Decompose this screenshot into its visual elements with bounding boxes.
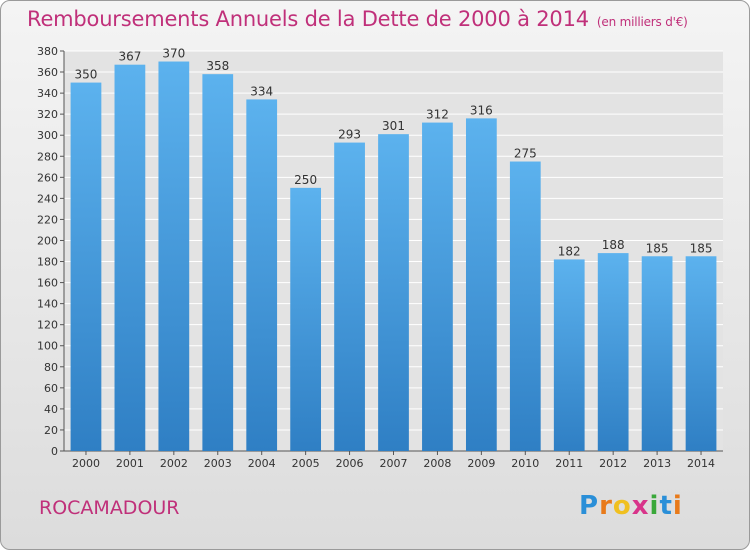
x-tick-label: 2010 [511,457,539,470]
y-tick-label: 340 [37,87,58,100]
bar-2000 [70,82,102,451]
x-tick-label: 2011 [555,457,583,470]
chart-title-text: Remboursements Annuels de la Dette de 20… [27,7,589,31]
x-tick-label: 2005 [292,457,320,470]
bar-value-label: 275 [514,147,537,161]
logo-letter: r [599,491,613,521]
y-tick-label: 200 [37,234,58,247]
bar-value-label: 182 [558,244,581,258]
bar-value-label: 185 [690,241,713,255]
bar-value-label: 334 [250,84,273,98]
bar-2014 [685,256,717,451]
y-tick-label: 320 [37,108,58,121]
x-tick-label: 2008 [423,457,451,470]
x-tick-label: 2006 [336,457,364,470]
place-name: ROCAMADOUR [39,497,180,519]
bar-value-label: 188 [602,238,625,252]
bar-2002 [158,61,190,452]
x-tick-label: 2007 [380,457,408,470]
y-tick-label: 380 [37,45,58,58]
y-tick-label: 260 [37,171,58,184]
y-tick-label: 140 [37,298,58,311]
x-tick-label: 2009 [467,457,495,470]
y-tick-label: 240 [37,192,58,205]
proxiti-logo: Proxiti [579,491,683,521]
y-tick-label: 160 [37,277,58,290]
logo-letter: i [649,491,660,521]
bar-value-label: 293 [338,128,361,142]
x-tick-label: 2003 [204,457,232,470]
bar-value-label: 301 [382,119,405,133]
bar-value-label: 367 [118,50,141,64]
logo-letter: t [659,491,673,521]
y-tick-label: 280 [37,150,58,163]
bar-2011 [553,259,585,451]
y-tick-label: 360 [37,66,58,79]
bar-2004 [246,99,278,451]
bar-2008 [422,122,453,451]
x-tick-label: 2001 [116,457,144,470]
bar-2010 [509,161,541,452]
y-tick-label: 40 [44,403,58,416]
bar-2005 [290,187,322,451]
y-tick-label: 20 [44,424,58,437]
chart-subtitle: (en milliers d'€) [596,15,688,29]
logo-letter: o [612,491,632,521]
x-tick-label: 2002 [160,457,188,470]
y-tick-label: 180 [37,256,58,269]
bar-value-label: 312 [426,108,449,122]
bar-value-label: 250 [294,173,317,187]
y-tick-label: 80 [44,361,58,374]
logo-letter: i [672,491,683,521]
bar-value-label: 316 [470,103,493,117]
bar-2012 [597,253,629,451]
y-tick-label: 60 [44,382,58,395]
bar-2003 [202,74,234,451]
x-tick-label: 2000 [72,457,100,470]
x-tick-label: 2013 [643,457,671,470]
chart-title: Remboursements Annuels de la Dette de 20… [27,7,688,31]
y-tick-label: 300 [37,129,58,142]
bar-2001 [114,64,146,452]
bar-2009 [465,118,497,452]
y-tick-label: 220 [37,213,58,226]
bar-2013 [641,256,673,451]
logo-letter: P [579,491,600,521]
bar-2007 [378,134,409,451]
y-tick-label: 120 [37,319,58,332]
x-tick-label: 2014 [687,457,715,470]
y-tick-label: 0 [51,445,58,458]
x-tick-label: 2012 [599,457,627,470]
x-tick-label: 2004 [248,457,276,470]
bar-value-label: 370 [162,47,185,61]
y-tick-label: 100 [37,340,58,353]
bar-value-label: 185 [646,241,669,255]
bar-2006 [334,142,365,451]
bar-value-label: 358 [206,59,229,73]
bar-value-label: 350 [75,68,98,82]
logo-letter: x [631,491,650,521]
